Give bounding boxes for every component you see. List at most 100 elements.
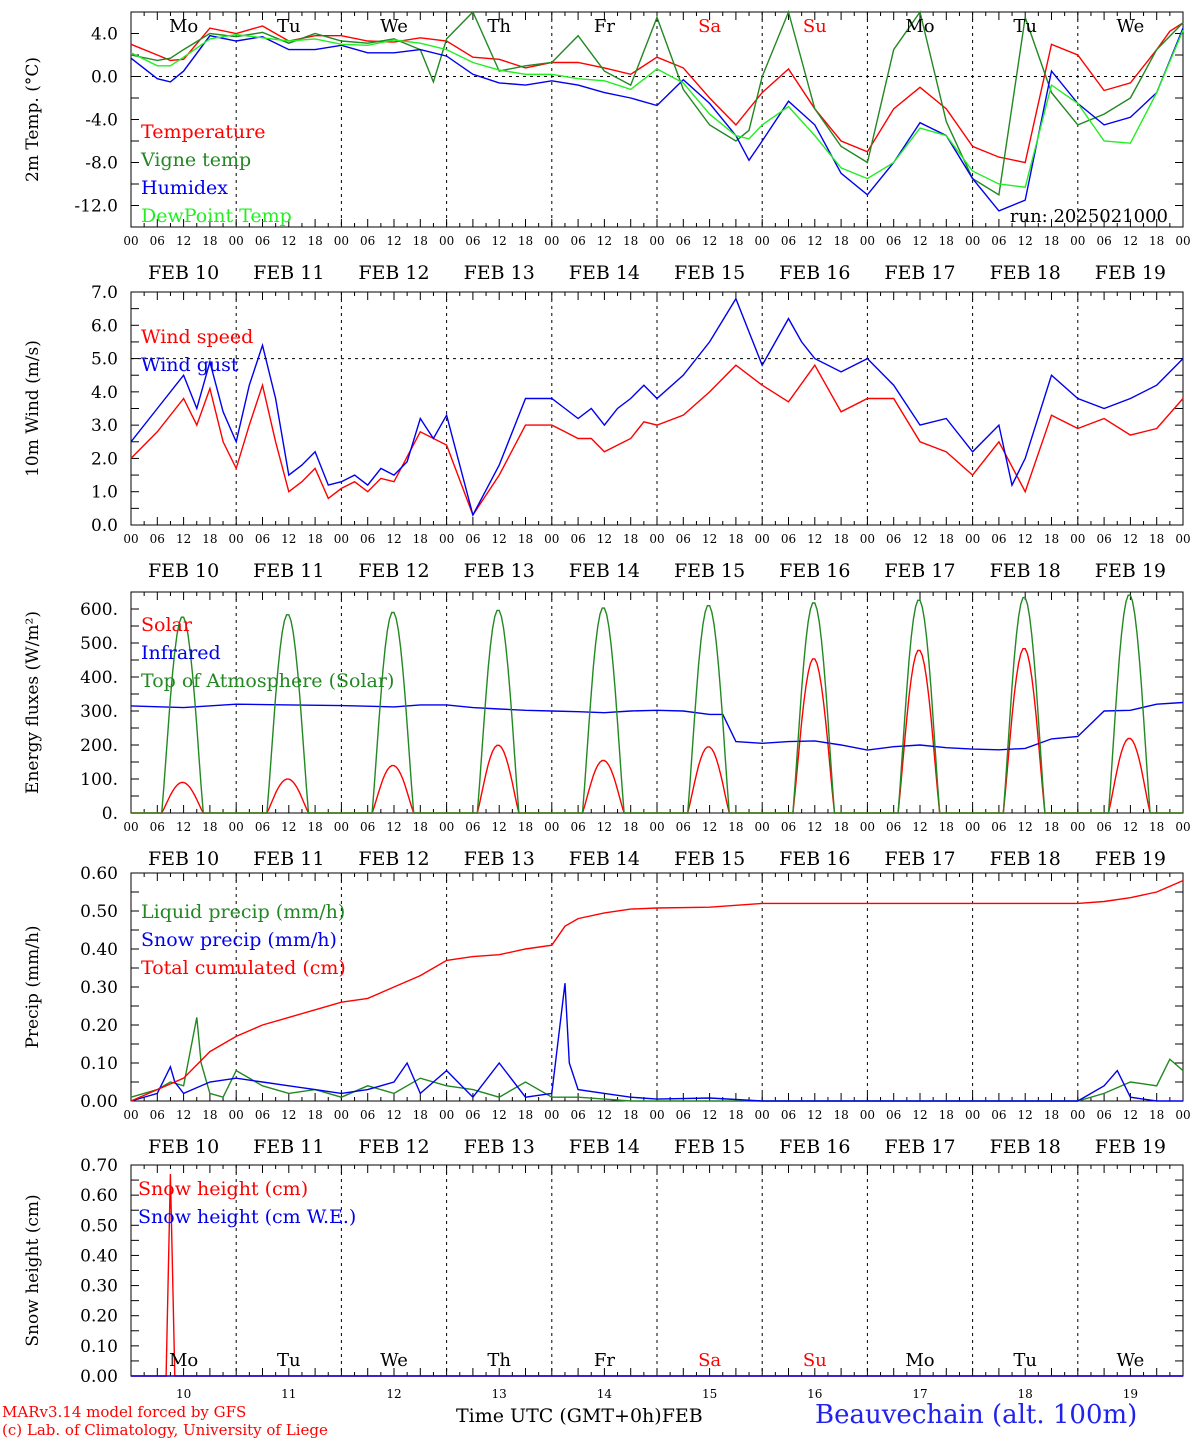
date-label: FEB 19	[1095, 1136, 1166, 1158]
y-tick-label: 100.	[80, 770, 118, 790]
y-tick-label: 500.	[80, 634, 118, 654]
date-label: FEB 16	[779, 262, 850, 284]
hour-label: 00	[439, 820, 454, 834]
hour-label: 00	[755, 234, 770, 248]
date-label: FEB 14	[569, 262, 640, 284]
hour-label: 18	[939, 820, 954, 834]
y-tick-label: 5.0	[91, 350, 118, 370]
hour-label: 18	[623, 820, 638, 834]
day-label: We	[380, 16, 408, 37]
hour-label: 12	[176, 532, 191, 546]
date-label: FEB 12	[358, 848, 429, 870]
day-number: 18	[1018, 1387, 1033, 1400]
hour-label: 00	[860, 532, 875, 546]
hour-label: 00	[334, 234, 349, 248]
hour-label: 00	[544, 820, 559, 834]
x-axis-title: Time UTC (GMT+0h)FEB	[456, 1405, 703, 1427]
hour-label: 06	[150, 234, 165, 248]
hour-label: 12	[912, 820, 927, 834]
hour-label: 18	[1044, 1108, 1059, 1122]
series-line-vigne-temp	[130, 9, 1184, 196]
date-label: FEB 12	[358, 1136, 429, 1158]
panel-2	[130, 291, 1184, 526]
hour-label: 06	[255, 1108, 270, 1122]
hour-label: 06	[991, 820, 1006, 834]
date-label: FEB 18	[990, 1136, 1061, 1158]
hour-label: 18	[307, 820, 322, 834]
date-label: FEB 16	[779, 1136, 850, 1158]
hour-label: 06	[150, 1108, 165, 1122]
date-label: FEB 10	[148, 560, 219, 582]
y-axis-label: Precip (mm/h)	[23, 925, 43, 1048]
day-number: 11	[281, 1387, 296, 1400]
hour-label: 12	[1123, 1108, 1138, 1122]
series-line-top-of-atmosphere-solar-	[131, 594, 1183, 814]
x-axis-label: Time UTC (GMT+0h)	[456, 1405, 662, 1427]
date-label: FEB 16	[779, 848, 850, 870]
legend-entry: Temperature	[141, 121, 265, 143]
y-tick-label: 600.	[80, 600, 118, 620]
date-label: FEB 13	[464, 560, 535, 582]
hour-label: 00	[1070, 1108, 1085, 1122]
hour-label: 06	[1096, 820, 1111, 834]
hour-label: 00	[755, 1108, 770, 1122]
y-tick-label: 0.50	[80, 1216, 118, 1236]
hour-label: 12	[386, 234, 401, 248]
y-tick-label: 0.70	[80, 1156, 118, 1176]
date-label: FEB 12	[358, 560, 429, 582]
legend-entry: Snow height (cm)	[138, 1178, 308, 1200]
hour-label: 18	[202, 532, 217, 546]
day-label: Mo	[905, 1350, 934, 1371]
day-label: We	[380, 1350, 408, 1371]
y-axis-label: Snow height (cm)	[23, 1194, 43, 1346]
series-line-dewpoint-temp	[130, 30, 1184, 188]
hour-label: 18	[1149, 532, 1164, 546]
hour-label: 18	[307, 234, 322, 248]
hour-label: 18	[518, 820, 533, 834]
hour-label: 12	[702, 532, 717, 546]
y-tick-label: 0.10	[80, 1337, 118, 1357]
hour-label: 12	[1123, 820, 1138, 834]
y-tick-label: 7.0	[91, 283, 118, 303]
y-tick-label: 0.0	[91, 516, 118, 536]
legend-entry: Snow height (cm W.E.)	[138, 1206, 356, 1228]
hour-label: 00	[1070, 820, 1085, 834]
day-label: Fr	[594, 1350, 615, 1371]
hour-label: 00	[439, 532, 454, 546]
hour-label: 12	[912, 1108, 927, 1122]
hour-label: 00	[965, 820, 980, 834]
hour-label: 00	[123, 1108, 138, 1122]
day-label: Su	[803, 1350, 827, 1371]
station-name: Beauvechain (alt. 100m)	[815, 1400, 1138, 1430]
legend-entry: Vigne temp	[140, 149, 251, 171]
hour-label: 18	[413, 820, 428, 834]
hour-label: 12	[281, 820, 296, 834]
panel-4	[130, 872, 1184, 1102]
x-axis-month: FEB	[661, 1405, 703, 1427]
hour-label: 00	[755, 532, 770, 546]
hour-label: 06	[360, 820, 375, 834]
y-tick-label: 1.0	[91, 483, 118, 503]
panel-5	[130, 1164, 1184, 1377]
series-line-humidex	[130, 27, 1184, 212]
hour-label: 12	[807, 532, 822, 546]
hour-label: 00	[965, 234, 980, 248]
date-label: FEB 11	[253, 1136, 324, 1158]
hour-label: 00	[544, 1108, 559, 1122]
hour-label: 12	[386, 532, 401, 546]
hour-label: 06	[150, 820, 165, 834]
hour-label: 00	[123, 532, 138, 546]
hour-label: 06	[255, 532, 270, 546]
hour-label: 00	[649, 820, 664, 834]
hour-label: 06	[676, 532, 691, 546]
date-label: FEB 18	[990, 848, 1061, 870]
hour-label: 18	[833, 234, 848, 248]
hour-label: 18	[728, 1108, 743, 1122]
series-line-wind-speed	[130, 363, 1184, 517]
date-label: FEB 11	[253, 848, 324, 870]
day-label: We	[1117, 16, 1145, 37]
hour-label: 18	[1044, 234, 1059, 248]
day-number: 10	[176, 1387, 191, 1400]
hour-label: 12	[597, 820, 612, 834]
y-tick-label: 0.40	[80, 1246, 118, 1266]
